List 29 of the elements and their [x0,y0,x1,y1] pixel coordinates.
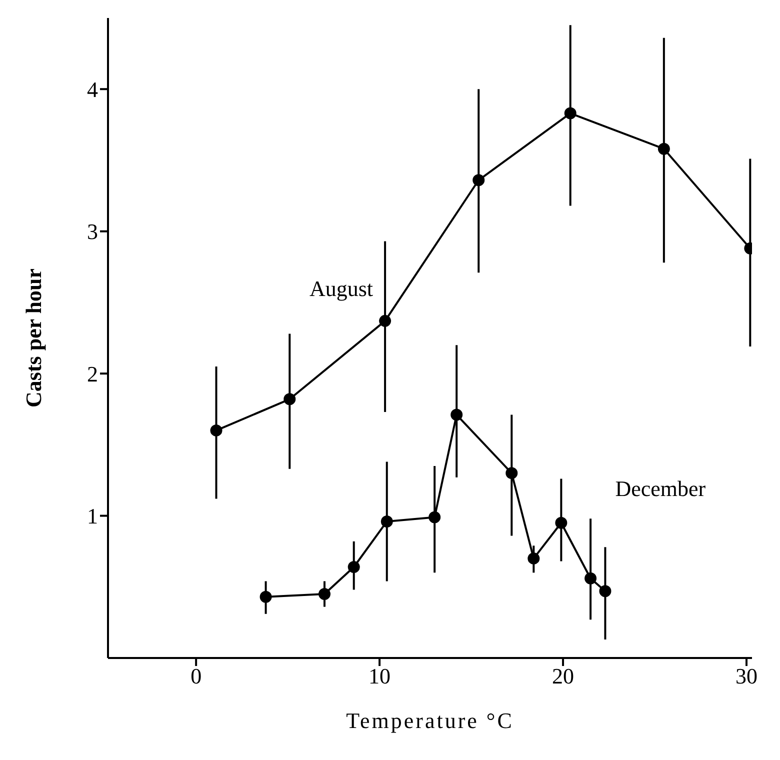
point [450,408,463,421]
point [260,590,272,603]
x-tick-label: 20 [552,664,574,689]
x-tick-label: 0 [190,664,202,689]
y-axis-title: Casts per hour [20,268,46,408]
y-tick-label: 2 [87,361,98,386]
point [658,142,670,155]
point [348,560,360,573]
text: December [615,476,706,502]
y-tick-label: 4 [87,76,98,102]
series-label: August [309,276,374,301]
point [555,516,568,529]
y-tick-label: 3 [87,219,98,244]
point [564,107,576,120]
x-tick-label: 30 [735,664,758,689]
point [428,511,441,524]
point [599,585,612,598]
point [318,588,330,600]
x-axis-title: Temperature °C [346,708,514,733]
point [379,314,392,327]
x-tick-label: 10 [368,664,391,689]
point [472,174,485,186]
point [506,467,518,480]
point [584,572,597,584]
point [528,552,540,564]
point [380,515,393,528]
y-tick-label: 1 [87,504,98,529]
point [210,424,222,436]
point [284,393,296,406]
